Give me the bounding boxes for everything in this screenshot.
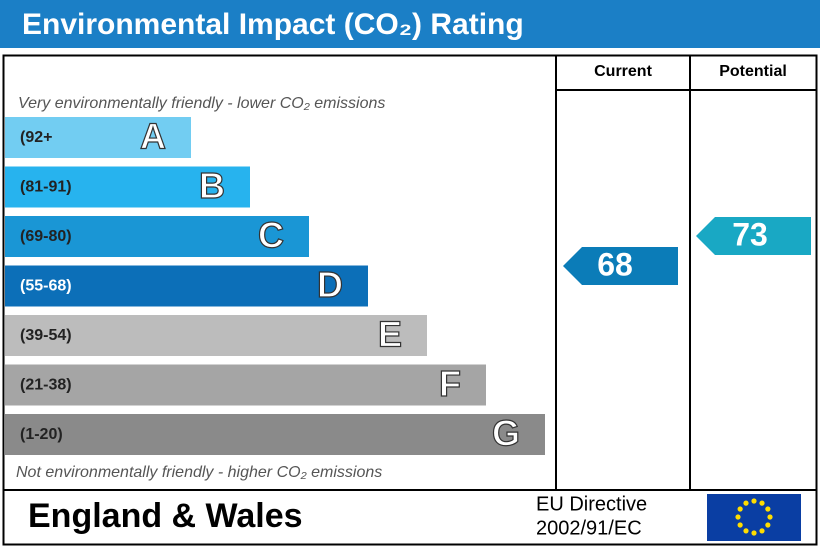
band [5,216,309,257]
directive: 2002/91/EC [536,517,642,539]
band-range: (81-91) [20,179,72,196]
eu-star [735,514,741,520]
bottom-note: Not environmentally friendly - higher CO… [16,464,382,481]
current-arrow [563,247,678,285]
eu-star [767,514,773,520]
current-value: 68 [597,246,633,282]
band [5,315,427,356]
band [5,166,250,208]
band [5,117,191,158]
region: England & Wales [28,497,303,535]
potential-value: 73 [732,216,768,252]
band-letter: G [492,413,520,454]
band-range: (1-20) [20,426,63,443]
band-range: (39-54) [20,327,72,344]
eu-star [765,522,771,528]
band [5,364,486,406]
band-letter: C [258,215,284,256]
title-bar [0,0,820,48]
top-note: Very environmentally friendly - lower CO… [18,95,385,112]
band-letter: E [378,314,402,355]
column-header: Potential [719,63,787,80]
band-range: (21-38) [20,377,72,394]
band [5,414,545,455]
eu-star [759,500,765,506]
eu-star [765,506,771,512]
directive: EU Directive [536,493,647,515]
eu-star [737,522,743,528]
eu-star [751,498,757,504]
column-header: Current [594,63,652,80]
band-letter: F [439,363,461,404]
band [5,265,368,307]
eu-star [751,530,757,536]
eu-star [743,528,749,534]
band-letter: D [317,264,343,305]
eu-star [737,506,743,512]
band-range: (55-68) [20,278,72,295]
eu-star [743,500,749,506]
eu-star [759,528,765,534]
band-letter: A [140,116,166,157]
potential-arrow [696,217,811,255]
title: Environmental Impact (CO₂) Rating [22,8,524,41]
band-range: (69-80) [20,228,72,245]
band-letter: B [199,165,225,206]
band-range: (92+ [20,129,52,146]
